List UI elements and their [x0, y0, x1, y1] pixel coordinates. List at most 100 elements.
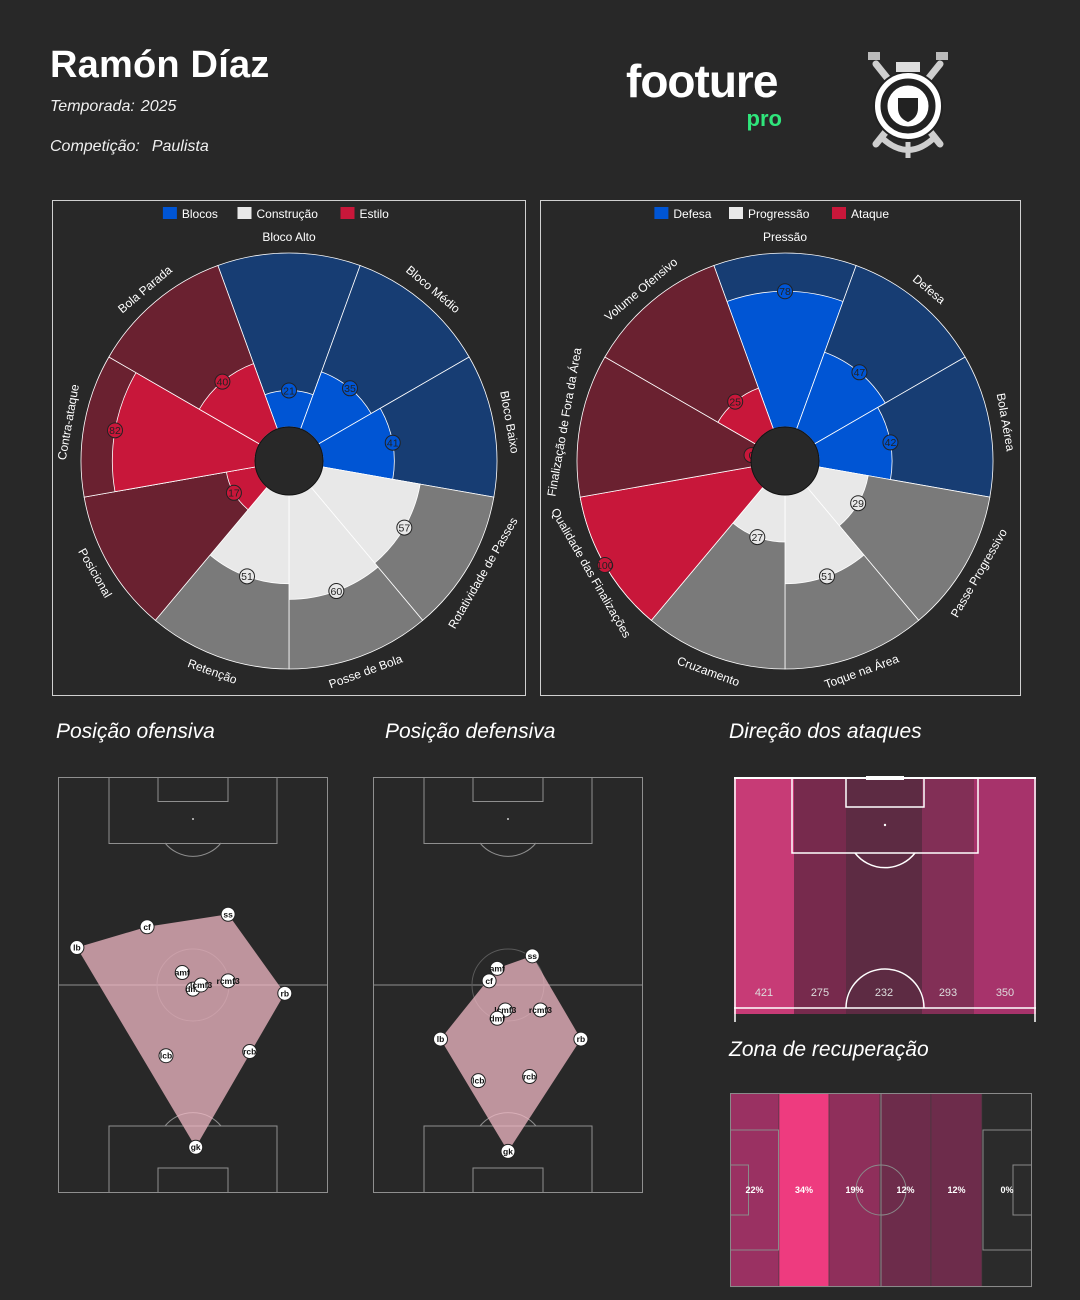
legend-label-ataque: Ataque: [851, 207, 889, 221]
player-dot-cf: [481, 973, 497, 989]
player-dot-ss: [220, 906, 236, 922]
team-shape-area: [76, 914, 285, 1148]
recovery-left-goal-box: [730, 1164, 749, 1216]
player-label-lb: lb: [73, 943, 81, 953]
category-label-contra-ataque: Contra-ataque: [55, 383, 82, 461]
player-dot-dmf: [489, 1010, 505, 1026]
value-label-bloco-alto: 21: [283, 385, 295, 397]
legend-label-defesa: Defesa: [673, 207, 711, 221]
legend-label-blocos: Blocos: [182, 207, 218, 221]
legend-swatch-construcao: [237, 207, 252, 219]
top-penalty-spot: [192, 818, 194, 820]
player-dot-lb: [69, 940, 85, 956]
value-label-passe-progressivo: 29: [852, 498, 864, 510]
bottom-goal-box: [157, 1167, 229, 1193]
recovery-zone-6: [981, 1093, 1032, 1288]
value-marker-rotatividade-de-passes: [396, 519, 413, 536]
player-label-lb: lb: [437, 1034, 445, 1044]
value-marker-bola-aerea: [882, 434, 899, 451]
legend-label-estilo: Estilo: [360, 207, 390, 221]
season-label: Temporada:: [50, 98, 135, 115]
bottom-goal-box: [472, 1167, 544, 1193]
recovery-zone-chart: 22% 34% 19% 12% 12% 0%: [730, 1093, 1032, 1288]
player-dot-cf: [139, 919, 155, 935]
player-dot-rcmf3: [532, 1002, 548, 1018]
attack-goal: [866, 776, 904, 780]
value-marker-contra-ataque: [107, 422, 124, 439]
player-label-gk: gk: [503, 1146, 513, 1156]
player-dot-lcmf3: [193, 977, 209, 993]
category-label-pressao: Pressão: [763, 230, 807, 244]
top-goal-box: [472, 777, 544, 802]
coach-name: Ramón Díaz: [50, 44, 270, 86]
value-marker-bloco-baixo: [384, 434, 401, 451]
top-penalty-arc: [479, 842, 537, 857]
value-label-posicional: 17: [228, 488, 240, 500]
player-dot-rcb: [242, 1044, 258, 1060]
offensive-position-title: Posição ofensiva: [56, 720, 215, 743]
player-dot-amf: [174, 965, 190, 981]
value-marker-posicional: [225, 484, 242, 501]
player-dot-amf: [489, 960, 505, 976]
value-marker-cruzamento: [749, 529, 766, 546]
player-label-rcmf3: rcmf3: [529, 1005, 552, 1015]
value-label-bloco-medio: 35: [344, 383, 356, 395]
player-label-rb: rb: [281, 988, 290, 998]
value-marker-pressao: [777, 283, 793, 300]
value-label-rotatividade-de-passes: 57: [398, 522, 410, 534]
player-dot-gk: [188, 1139, 204, 1155]
player-label-lcb: lcb: [472, 1076, 484, 1086]
attack-direction-title: Direção dos ataques: [729, 720, 922, 743]
value-marker-qualidade-das-finalizacoes: [596, 557, 613, 573]
attack-lane-5: [974, 778, 1036, 1014]
polar-chart-defense-panel: Defesa Progressão Ataque 78 Pressão 47 Defesa 4…: [540, 200, 1021, 696]
attack-lane-4: [922, 778, 974, 1014]
polar-chart-blocks-panel: Blocos Construção Estilo 21 Bloco Alto 35 Bloc…: [52, 200, 526, 696]
competition-label: Competição:: [50, 138, 140, 155]
category-label-bloco-baixo: Bloco Baixo: [497, 390, 522, 455]
top-penalty-arc: [164, 842, 222, 857]
player-label-ss: ss: [223, 909, 233, 919]
attack-lane-value-2: 275: [811, 987, 829, 999]
player-label-dmf: dmf: [489, 1013, 505, 1023]
top-penalty-box: [423, 777, 593, 844]
recovery-zone-value-5: 12%: [947, 1185, 965, 1195]
value-label-cruzamento: 27: [751, 532, 763, 544]
polar-chart-defense: Defesa Progressão Ataque78Pressão47Defesa4…: [543, 207, 1018, 691]
legend-label-progressao: Progressão: [748, 207, 810, 221]
recovery-zone-1: [730, 1093, 780, 1288]
attack-lane-value-5: 350: [996, 987, 1014, 999]
player-label-rcb: rcb: [243, 1047, 256, 1057]
recovery-zone-value-2: 34%: [795, 1185, 813, 1195]
player-label-rb: rb: [577, 1034, 586, 1044]
value-marker-posse-de-bola: [328, 583, 345, 600]
legend-swatch-defesa: [654, 207, 669, 219]
value-marker-passe-progressivo: [850, 495, 867, 512]
attack-penalty-arc: [854, 852, 916, 869]
value-label-pressao: 78: [779, 286, 791, 298]
value-label-bloco-baixo: 41: [387, 438, 399, 450]
legend-swatch-estilo: [340, 207, 355, 219]
player-label-ss: ss: [528, 951, 538, 961]
season-value: 2025: [140, 98, 177, 115]
recovery-zone-title: Zona de recuperação: [729, 1038, 929, 1061]
player-label-amf: amf: [175, 968, 190, 978]
polar-chart-blocks: Blocos Construção Estilo 21 Bloco Alto 35 Bloc…: [55, 207, 522, 691]
value-marker-volume-ofensivo: [727, 393, 744, 410]
player-dot-rcmf3: [220, 973, 236, 989]
attack-lane-value-1: 421: [755, 987, 773, 999]
value-marker-bloco-medio: [342, 380, 359, 397]
player-label-cf: cf: [143, 922, 151, 932]
player-label-gk: gk: [191, 1142, 201, 1152]
value-label-posse-de-bola: 60: [330, 586, 342, 598]
player-label-lcmf3: lcmf3: [494, 1005, 516, 1015]
defensive-position-title: Posição defensiva: [385, 720, 556, 743]
value-label-bola-aerea: 42: [885, 437, 897, 449]
player-label-rcb: rcb: [523, 1072, 536, 1082]
player-dot-gk: [500, 1143, 516, 1159]
recovery-center-circle: [855, 1164, 907, 1216]
value-marker-toque-na-area: [818, 568, 835, 585]
footure-wordmark: footure: [626, 55, 778, 107]
legend-swatch-progressao: [729, 207, 743, 219]
